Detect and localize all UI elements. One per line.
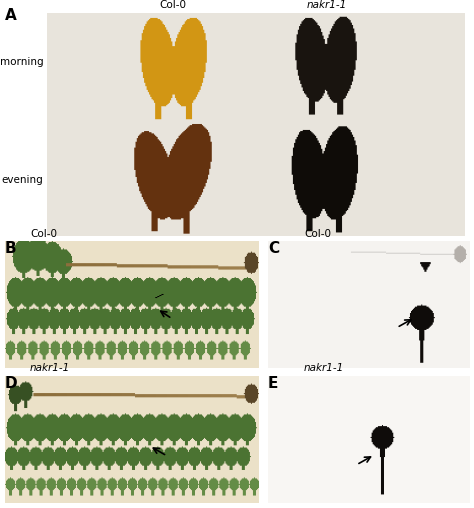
Text: Col-0: Col-0: [159, 1, 186, 11]
Text: B: B: [5, 241, 17, 257]
Text: nakr1-1: nakr1-1: [30, 363, 70, 373]
Text: evening: evening: [1, 175, 43, 185]
Text: Col-0: Col-0: [304, 229, 331, 239]
Text: D: D: [5, 376, 18, 391]
Text: Col-0: Col-0: [30, 229, 57, 239]
Text: C: C: [268, 241, 279, 257]
Text: morning: morning: [0, 57, 43, 67]
Text: A: A: [5, 8, 17, 23]
Text: E: E: [268, 376, 278, 391]
Text: nakr1-1: nakr1-1: [304, 363, 344, 373]
Text: nakr1-1: nakr1-1: [307, 1, 347, 11]
